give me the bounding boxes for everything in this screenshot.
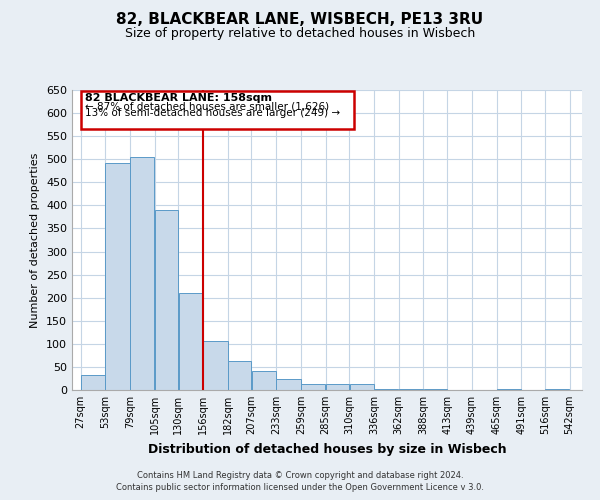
Text: Contains HM Land Registry data © Crown copyright and database right 2024.
Contai: Contains HM Land Registry data © Crown c… xyxy=(116,471,484,492)
X-axis label: Distribution of detached houses by size in Wisbech: Distribution of detached houses by size … xyxy=(148,442,506,456)
Bar xyxy=(228,362,251,390)
Bar xyxy=(80,91,354,129)
Bar xyxy=(277,380,301,390)
Bar xyxy=(399,389,423,390)
Text: Size of property relative to detached houses in Wisbech: Size of property relative to detached ho… xyxy=(125,28,475,40)
Text: ← 87% of detached houses are smaller (1,626): ← 87% of detached houses are smaller (1,… xyxy=(85,101,329,111)
Bar xyxy=(545,389,569,390)
Bar xyxy=(350,384,374,390)
Text: 13% of semi-detached houses are larger (249) →: 13% of semi-detached houses are larger (… xyxy=(85,108,340,118)
Bar xyxy=(301,384,325,390)
Bar xyxy=(497,389,521,390)
Text: 82, BLACKBEAR LANE, WISBECH, PE13 3RU: 82, BLACKBEAR LANE, WISBECH, PE13 3RU xyxy=(116,12,484,28)
Text: 82 BLACKBEAR LANE: 158sqm: 82 BLACKBEAR LANE: 158sqm xyxy=(85,93,272,103)
Bar xyxy=(81,375,105,390)
Bar xyxy=(252,370,276,390)
Bar xyxy=(203,340,227,390)
Bar xyxy=(106,163,130,390)
Bar xyxy=(130,158,154,390)
Bar xyxy=(424,389,447,390)
Bar xyxy=(179,293,203,390)
Y-axis label: Number of detached properties: Number of detached properties xyxy=(31,152,40,328)
Bar xyxy=(326,384,349,390)
Bar xyxy=(374,389,398,390)
Bar xyxy=(155,210,178,390)
